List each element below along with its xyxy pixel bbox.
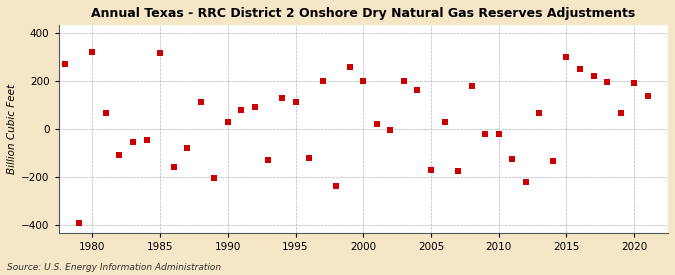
Point (250, 105, 261, 109)
Point (168, 165, 179, 170)
Point (74, 221, 84, 225)
Point (453, 169, 464, 173)
Point (561, 54, 572, 59)
Point (223, 119, 234, 124)
Title: Annual Texas - RRC District 2 Onshore Dry Natural Gas Reserves Adjustments: Annual Texas - RRC District 2 Onshore Dr… (91, 7, 635, 20)
Point (60, 62, 71, 66)
Point (155, 51, 165, 55)
Point (371, 122, 382, 126)
Point (277, 95, 288, 100)
Point (507, 157, 518, 161)
Point (236, 108, 247, 112)
Point (209, 176, 219, 180)
Point (47, 125, 57, 130)
Point (588, 74, 599, 78)
Point (534, 111, 545, 116)
Point (426, 168, 437, 172)
Point (290, 100, 301, 104)
Point (629, 81, 640, 85)
Point (412, 88, 423, 93)
Point (398, 78, 409, 83)
Point (304, 156, 315, 160)
Point (101, 111, 111, 116)
Point (182, 146, 192, 150)
Point (263, 158, 274, 163)
Point (358, 78, 369, 83)
Point (87, 50, 98, 54)
Point (385, 128, 396, 132)
Point (493, 131, 504, 136)
Point (317, 78, 328, 83)
Point (520, 180, 531, 184)
Point (344, 65, 355, 70)
Point (466, 83, 477, 88)
Point (195, 100, 206, 104)
Point (141, 138, 152, 142)
Point (128, 140, 138, 144)
Point (574, 67, 585, 71)
Point (480, 131, 491, 136)
Y-axis label: Billion Cubic Feet: Billion Cubic Feet (7, 84, 17, 174)
Point (114, 153, 125, 158)
Point (439, 119, 450, 124)
Point (615, 111, 626, 116)
Point (331, 183, 342, 188)
Text: Source: U.S. Energy Information Administration: Source: U.S. Energy Information Administ… (7, 263, 221, 272)
Point (643, 94, 653, 98)
Point (601, 80, 612, 84)
Point (547, 159, 558, 164)
